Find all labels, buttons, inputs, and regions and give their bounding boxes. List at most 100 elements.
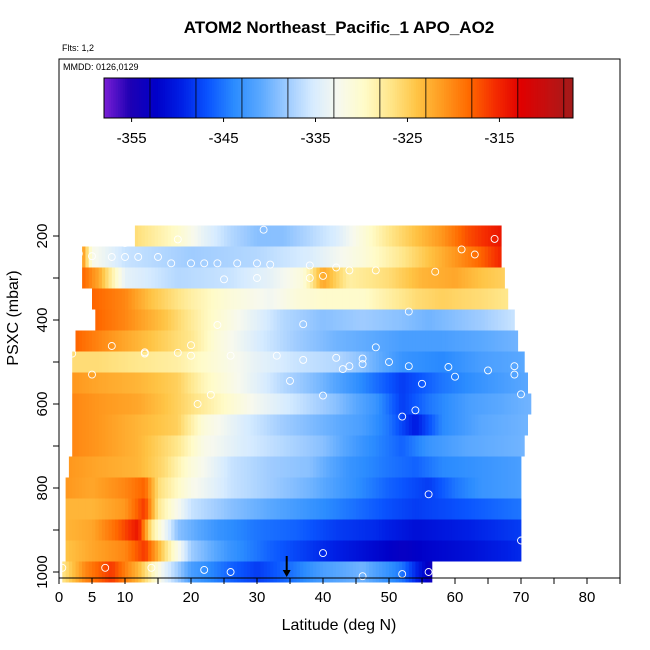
heatmap-cell — [326, 225, 330, 247]
heatmap-cell — [455, 456, 459, 478]
heatmap-cell — [164, 414, 169, 436]
colorbar-swatch — [146, 78, 149, 118]
colorbar-swatch — [115, 78, 119, 118]
heatmap-cell — [402, 288, 406, 310]
heatmap-cell — [342, 519, 347, 541]
heatmap-cell — [276, 246, 281, 268]
heatmap-cell — [184, 351, 189, 373]
heatmap-cell — [92, 414, 96, 436]
heatmap-cell — [474, 225, 479, 247]
heatmap-cell — [336, 519, 340, 541]
heatmap-cell — [286, 540, 291, 562]
heatmap-cell — [309, 267, 314, 289]
heatmap-cell — [402, 309, 406, 331]
heatmap-cell — [488, 288, 492, 310]
heatmap-cell — [306, 372, 311, 394]
heatmap-cell — [369, 267, 373, 289]
heatmap-cell — [329, 561, 334, 583]
heatmap-cell — [478, 414, 482, 436]
heatmap-cell — [138, 477, 142, 499]
heatmap-cell — [369, 288, 373, 310]
heatmap-cell — [448, 267, 453, 289]
heatmap-cell — [92, 330, 96, 352]
heatmap-cell — [286, 309, 291, 331]
heatmap-cell — [131, 477, 136, 499]
heatmap-cell — [227, 330, 231, 352]
heatmap-cell — [167, 225, 172, 247]
heatmap-cell — [171, 372, 175, 394]
heatmap-cell — [422, 267, 426, 289]
heatmap-cell — [210, 288, 215, 310]
heatmap-cell — [243, 435, 248, 457]
colorbar-swatch — [324, 78, 328, 118]
heatmap-cell — [286, 477, 291, 499]
heatmap-cell — [240, 330, 245, 352]
heatmap-cell — [336, 456, 340, 478]
heatmap-cell — [339, 519, 344, 541]
heatmap-cell — [445, 414, 449, 436]
heatmap-cell — [141, 267, 146, 289]
heatmap-cell — [484, 498, 489, 520]
heatmap-cell — [227, 351, 231, 373]
heatmap-cell — [507, 435, 512, 457]
colorbar-swatch — [376, 78, 379, 118]
chart-title: ATOM2 Northeast_Pacific_1 APO_AO2 — [184, 18, 495, 37]
heatmap-cell — [484, 267, 489, 289]
heatmap-cell — [121, 519, 126, 541]
heatmap-cell — [191, 456, 195, 478]
heatmap-cell — [283, 393, 288, 415]
heatmap-cell — [207, 540, 212, 562]
heatmap-cell — [78, 498, 83, 520]
heatmap-cell — [494, 393, 499, 415]
heatmap-cell — [369, 477, 373, 499]
heatmap-cell — [385, 393, 390, 415]
heatmap-cell — [290, 540, 294, 562]
heatmap-row — [92, 288, 509, 310]
heatmap-cell — [187, 246, 192, 268]
heatmap-cell — [276, 456, 281, 478]
heatmap-cell — [144, 456, 149, 478]
colorbar-swatch — [387, 78, 391, 118]
heatmap-cell — [266, 414, 271, 436]
heatmap-cell — [296, 435, 301, 457]
heatmap-cell — [181, 351, 185, 373]
heatmap-cell — [78, 330, 83, 352]
heatmap-cell — [148, 288, 152, 310]
heatmap-cell — [243, 372, 248, 394]
heatmap-cell — [346, 477, 350, 499]
heatmap-cell — [461, 540, 466, 562]
heatmap-cell — [471, 540, 476, 562]
heatmap-cell — [134, 561, 139, 583]
colorbar-swatch — [272, 78, 276, 118]
heatmap-cell — [204, 519, 208, 541]
heatmap-cell — [230, 288, 235, 310]
heatmap-cell — [296, 351, 301, 373]
colorbar-swatch — [507, 78, 511, 118]
heatmap-cell — [299, 477, 304, 499]
colorbar-swatch — [183, 78, 187, 118]
heatmap-cell — [131, 561, 136, 583]
heatmap-cell — [514, 519, 519, 541]
heatmap-cell — [75, 540, 80, 562]
heatmap-cell — [78, 456, 83, 478]
sample-point — [345, 362, 354, 371]
heatmap-cell — [98, 309, 103, 331]
heatmap-cell — [448, 288, 453, 310]
heatmap-cell — [98, 246, 103, 268]
heatmap-cell — [382, 330, 387, 352]
sample-point — [140, 349, 149, 358]
heatmap-cell — [455, 351, 459, 373]
heatmap-cell — [164, 330, 169, 352]
heatmap-cell — [336, 435, 340, 457]
heatmap-cell — [501, 330, 505, 352]
heatmap-cell — [227, 456, 231, 478]
heatmap-cell — [283, 225, 288, 247]
heatmap-cell — [395, 393, 400, 415]
heatmap-cell — [101, 456, 106, 478]
colorbar-swatch — [413, 78, 417, 118]
heatmap-cell — [210, 246, 215, 268]
heatmap-cell — [243, 414, 248, 436]
heatmap-cell — [273, 372, 278, 394]
colorbar-swatch — [565, 78, 569, 118]
heatmap-cell — [491, 435, 495, 457]
